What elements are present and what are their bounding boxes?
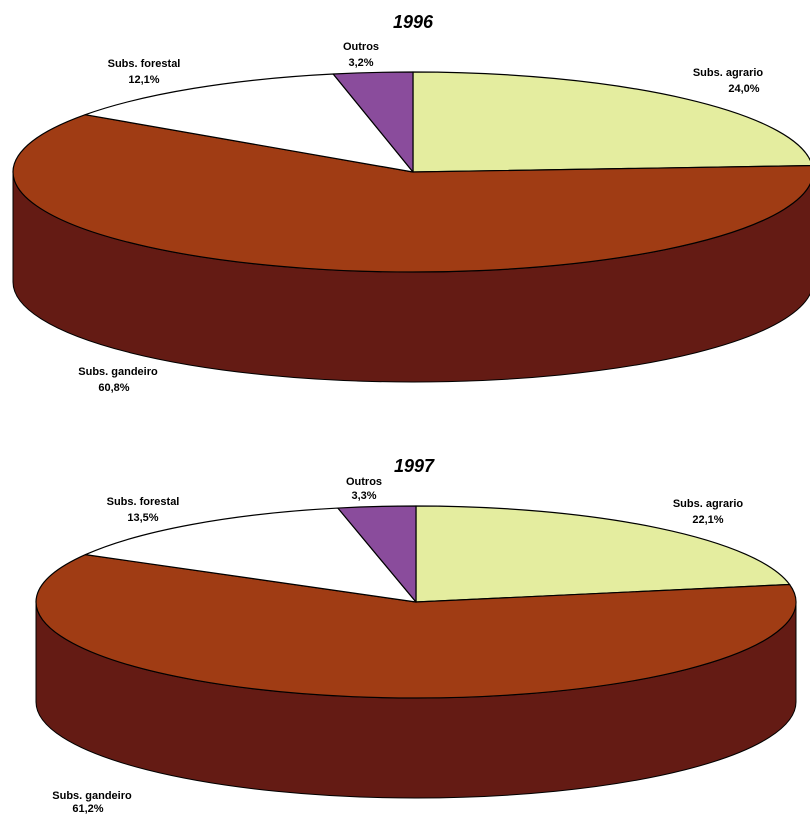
value-gandeiro-1996: 60,8%	[98, 382, 129, 394]
label-gandeiro-1997: Subs. gandeiro	[52, 790, 132, 802]
label-agrario-1996: Subs. agrario	[693, 67, 764, 79]
slice-outros-1997	[337, 505, 417, 603]
label-outros-1996: Outros	[343, 41, 379, 53]
chart-title-1996: 1996	[393, 12, 434, 32]
value-forestal-1996: 12,1%	[128, 74, 159, 86]
label-forestal-1996: Subs. forestal	[108, 58, 181, 70]
pie-chart-1997: 1997 Subs. agrario 22,1% Subs. gandeiro …	[35, 456, 797, 814]
value-agrario-1996: 24,0%	[728, 83, 759, 95]
label-gandeiro-1996: Subs. gandeiro	[78, 366, 158, 378]
slice-gandeiro-1996	[12, 114, 810, 273]
slice-gandeiro-1997	[35, 554, 797, 699]
chart-title-1997: 1997	[394, 456, 435, 476]
slice-agrario-1996	[412, 71, 810, 173]
slice-forestal-1996	[84, 73, 414, 173]
pie-chart-1996: 1996 Subs. agrario 24,0% Subs. gandeiro …	[12, 12, 810, 394]
slice-agrario-1997	[415, 505, 791, 603]
label-outros-1997: Outros	[346, 476, 382, 488]
value-forestal-1997: 13,5%	[127, 512, 158, 524]
label-agrario-1997: Subs. agrario	[673, 498, 744, 510]
slice-outros-1996	[332, 71, 414, 173]
value-agrario-1997: 22,1%	[692, 514, 723, 526]
slice-forestal-1997	[84, 507, 417, 603]
value-outros-1996: 3,2%	[348, 57, 373, 69]
value-gandeiro-1997: 61,2%	[72, 803, 103, 814]
pie-1997-body	[35, 505, 797, 799]
value-outros-1997: 3,3%	[351, 490, 376, 502]
pie-1996-body	[12, 71, 810, 383]
label-forestal-1997: Subs. forestal	[107, 496, 180, 508]
